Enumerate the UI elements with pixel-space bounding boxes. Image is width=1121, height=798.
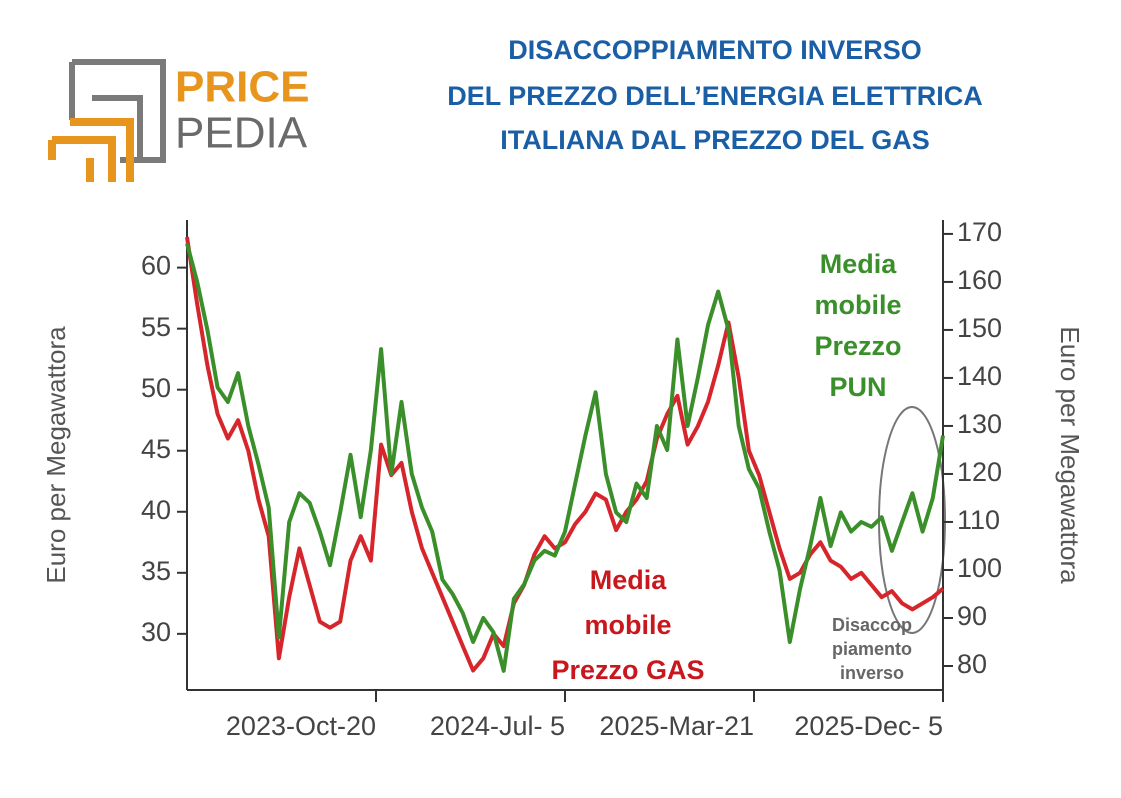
annotation: Media	[590, 565, 668, 595]
logo-text: PRICE	[175, 63, 309, 112]
annotation: mobile	[814, 290, 901, 320]
highlight-ellipse	[878, 406, 946, 634]
series-line	[185, 236, 945, 673]
chart-title: ITALIANA DAL PREZZO DEL GAS	[500, 125, 930, 155]
y-tick-label: 55	[141, 312, 171, 342]
x-tick-label: 2024-Jul- 5	[430, 711, 565, 741]
y-tick-label: 45	[141, 434, 171, 464]
y2-tick-label: 110	[957, 505, 1000, 535]
annotation: Media	[820, 249, 898, 279]
y2-tick-label: 150	[957, 313, 1002, 343]
annotation: piamento	[832, 639, 912, 659]
y2-axis-title: Euro per Megawattora	[1055, 326, 1085, 584]
y2-tick-label: 80	[957, 649, 987, 679]
y2-tick-label: 120	[957, 457, 1002, 487]
y2-tick-label: 130	[957, 409, 1002, 439]
y2-tick-label: 140	[957, 361, 1002, 391]
y-tick-label: 40	[141, 495, 171, 525]
annotation: PUN	[829, 372, 886, 402]
x-tick-label: 2025-Mar-21	[599, 711, 754, 741]
y-tick-label: 60	[141, 251, 171, 281]
chart-title: DISACCOPPIAMENTO INVERSO	[508, 35, 922, 65]
annotation: Prezzo GAS	[551, 655, 704, 685]
x-tick-label: 2025-Dec- 5	[794, 711, 943, 741]
series-line	[185, 242, 945, 673]
annotation: inverso	[840, 663, 904, 683]
logo-text: PEDIA	[175, 109, 308, 158]
y2-tick-label: 90	[957, 601, 987, 631]
y2-tick-label: 170	[957, 217, 1002, 247]
y2-tick-label: 100	[957, 553, 1002, 583]
annotation: mobile	[584, 610, 671, 640]
logo: PRICE PEDIA	[48, 59, 309, 182]
y-tick-label: 30	[141, 617, 171, 647]
annotation: Disaccop	[832, 615, 912, 635]
y-axis-title: Euro per Megawattora	[41, 326, 71, 584]
y-tick-label: 50	[141, 373, 171, 403]
chart-title: DEL PREZZO DELL’ENERGIA ELETTRICA	[447, 81, 983, 111]
y-tick-label: 35	[141, 556, 171, 586]
annotation: Prezzo	[814, 331, 901, 361]
y2-tick-label: 160	[957, 265, 1002, 295]
x-tick-label: 2023-Oct-20	[226, 711, 376, 741]
